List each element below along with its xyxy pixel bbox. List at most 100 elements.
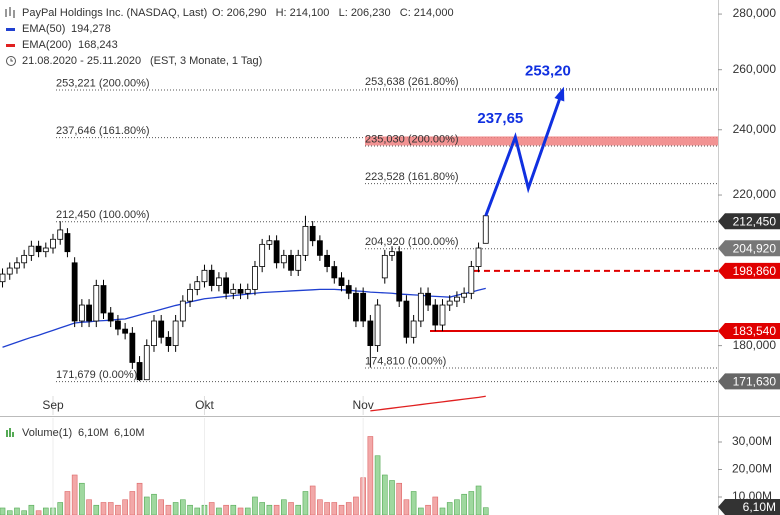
projection-label: 237,65 bbox=[477, 110, 523, 127]
volume-bar bbox=[439, 507, 446, 515]
indicator-line bbox=[370, 395, 486, 412]
projection-line bbox=[484, 89, 565, 217]
candle-body bbox=[252, 266, 258, 290]
fib-label: 237,646 (161.80%) bbox=[56, 125, 150, 137]
candle-body bbox=[129, 332, 136, 363]
candle-body bbox=[432, 304, 439, 326]
candle-body bbox=[42, 247, 49, 253]
volume-bar bbox=[381, 474, 388, 515]
volume-bar bbox=[461, 493, 467, 515]
y-tick-label: 240,000 bbox=[733, 122, 777, 136]
candle-body bbox=[230, 289, 237, 294]
volume-bar bbox=[129, 491, 136, 515]
volume-bar bbox=[244, 507, 251, 515]
fib-label: 253,221 (200.00%) bbox=[56, 77, 150, 89]
volume-bar bbox=[288, 502, 294, 515]
volume-bar bbox=[57, 502, 64, 515]
volume-bar bbox=[151, 493, 157, 515]
candle-body bbox=[374, 304, 381, 347]
ohlc: O: 206,290 H: 214,100 L: 206,230 C: 214,… bbox=[212, 7, 454, 19]
candle-body bbox=[64, 233, 71, 253]
candle-body bbox=[21, 254, 28, 264]
x-tick-label: Nov bbox=[352, 398, 373, 412]
candle-body bbox=[165, 336, 172, 347]
volume-bar bbox=[194, 507, 201, 515]
volume-bar bbox=[0, 507, 6, 515]
fib-label: 253,638 (261.80%) bbox=[365, 76, 459, 88]
price-marker-label: 183,540 bbox=[733, 324, 777, 338]
volume-bar bbox=[100, 502, 107, 515]
candle-body bbox=[223, 277, 230, 294]
volume-bar bbox=[396, 482, 403, 515]
volume-bar bbox=[158, 499, 164, 515]
volume-bar bbox=[324, 502, 330, 515]
y-tick-label: 180,000 bbox=[733, 338, 777, 352]
projection-label: 253,20 bbox=[525, 63, 571, 80]
y-tick-label: 220,000 bbox=[733, 187, 777, 201]
volume-bar bbox=[302, 491, 309, 515]
fib-zone bbox=[365, 136, 718, 146]
candle-body bbox=[215, 277, 222, 286]
candle-body bbox=[172, 320, 179, 347]
title: PayPal Holdings Inc. (NASDAQ, Last) bbox=[22, 7, 207, 19]
candle-body bbox=[324, 254, 330, 267]
volume-bar bbox=[187, 504, 193, 515]
candle-body bbox=[179, 300, 186, 322]
candle-body bbox=[288, 254, 294, 271]
volume-bar bbox=[259, 502, 265, 515]
candle-body bbox=[403, 300, 410, 338]
fib-label: 223,528 (161.80%) bbox=[365, 171, 459, 183]
volume-bar bbox=[93, 504, 100, 515]
candle-body bbox=[201, 269, 208, 283]
candle-body bbox=[389, 251, 395, 256]
volume-bar bbox=[252, 496, 258, 515]
candle-body bbox=[244, 289, 251, 294]
price-marker bbox=[718, 240, 780, 257]
volume-bar bbox=[28, 504, 35, 515]
candle-body bbox=[309, 225, 316, 242]
candle-body bbox=[14, 262, 20, 269]
candle-body bbox=[295, 254, 302, 271]
candle-body bbox=[57, 229, 64, 240]
fib-label: 171,679 (0.00%) bbox=[56, 369, 137, 381]
volume-bar bbox=[122, 499, 128, 515]
candle-body bbox=[143, 345, 150, 381]
volume-bar bbox=[216, 507, 222, 515]
volume-bar bbox=[35, 510, 42, 515]
candle-body bbox=[353, 292, 359, 322]
volume-bar bbox=[338, 504, 345, 515]
candle-body bbox=[237, 289, 244, 294]
volume-bar bbox=[454, 499, 460, 515]
volume-bar bbox=[317, 499, 323, 515]
volume-bar bbox=[273, 504, 280, 515]
volume-bar bbox=[331, 502, 338, 515]
volume-bar bbox=[86, 499, 92, 515]
price-marker bbox=[718, 373, 780, 390]
volume-tick-label: 30,00M bbox=[732, 434, 772, 448]
volume-bar bbox=[64, 491, 71, 515]
volume-bar bbox=[389, 480, 395, 515]
volume-bar bbox=[281, 499, 287, 515]
volume-bar bbox=[482, 507, 489, 515]
candle-body bbox=[78, 304, 85, 322]
clock-icon bbox=[6, 56, 16, 66]
volume-bar bbox=[295, 504, 302, 515]
volume-bar bbox=[266, 504, 273, 515]
volume-bar bbox=[14, 507, 20, 515]
volume-bar bbox=[143, 496, 150, 515]
volume-tick-label: 20,00M bbox=[732, 462, 772, 476]
price-marker-label: 204,920 bbox=[733, 241, 777, 255]
candle-body bbox=[316, 240, 323, 256]
volume-bar bbox=[446, 502, 453, 515]
candle-body bbox=[425, 292, 431, 306]
candle-body bbox=[345, 285, 352, 294]
indicator-line bbox=[2, 287, 486, 348]
candle-body bbox=[187, 289, 193, 302]
volume-bar bbox=[425, 504, 431, 515]
volume-bar bbox=[403, 499, 410, 515]
candle-body bbox=[151, 320, 157, 347]
ema200-name: EMA(200) bbox=[22, 39, 72, 51]
period: 21.08.2020 - 25.11.2020 bbox=[22, 55, 141, 67]
